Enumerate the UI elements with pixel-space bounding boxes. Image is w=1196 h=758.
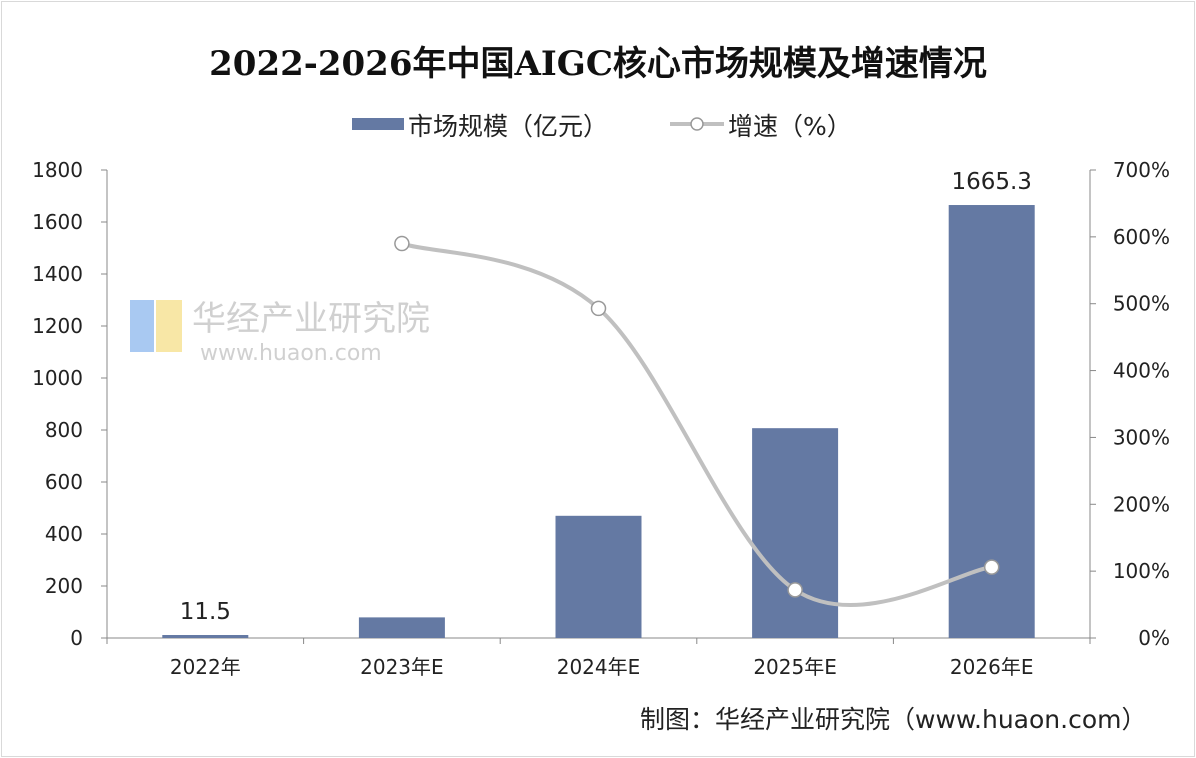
right-tick-label: 100% (1113, 559, 1170, 583)
left-tick-label: 0 (70, 626, 83, 650)
data-label: 1665.3 (951, 169, 1031, 195)
growth-point (983, 559, 1000, 575)
right-tick-label: 300% (1113, 425, 1170, 449)
right-tick-label: 200% (1113, 492, 1170, 516)
legend-line-marker (690, 117, 704, 131)
right-tick-label: 700% (1113, 158, 1170, 182)
legend-bar-label: 市场规模（亿元） (408, 112, 608, 141)
watermark-text: 华经产业研究院 (192, 299, 430, 339)
growth-point (590, 300, 607, 317)
right-tick-label: 0% (1138, 626, 1170, 650)
bar-2022年 (162, 635, 249, 638)
right-tick-label: 600% (1113, 225, 1170, 249)
bar-2024年E (555, 515, 642, 638)
right-tick-label: 400% (1113, 359, 1170, 383)
left-tick-label: 200 (45, 574, 83, 598)
legend-line-label: 增速（%） (728, 112, 852, 141)
bar-2023年E (358, 617, 445, 638)
left-tick-label: 1000 (32, 366, 83, 390)
legend-bar-swatch (352, 118, 404, 130)
x-tick-label: 2022年 (170, 655, 241, 679)
watermark-logo-blue (130, 300, 154, 352)
left-tick-label: 600 (45, 470, 83, 494)
chart-title: 2022-2026年中国AIGC核心市场规模及增速情况 (209, 44, 987, 84)
source-note: 制图：华经产业研究院（www.huaon.com） (640, 705, 1147, 734)
growth-line (401, 241, 992, 608)
watermark-url: www.huaon.com (200, 341, 382, 366)
left-tick-label: 1400 (32, 262, 83, 286)
left-tick-label: 1600 (32, 210, 83, 234)
growth-point (787, 582, 803, 598)
left-tick-label: 400 (45, 522, 83, 546)
x-tick-label: 2026年E (950, 655, 1034, 679)
left-tick-label: 800 (45, 418, 83, 442)
data-label: 11.5 (180, 599, 231, 625)
left-tick-label: 1800 (32, 158, 83, 182)
bar-2025年E (752, 428, 839, 638)
x-tick-label: 2025年E (753, 655, 837, 679)
right-tick-label: 500% (1113, 292, 1170, 316)
x-tick-label: 2024年E (557, 655, 641, 679)
watermark-logo-yellow (156, 300, 182, 352)
left-tick-label: 1200 (32, 314, 83, 338)
x-tick-label: 2023年E (360, 655, 444, 679)
growth-point (394, 235, 410, 252)
